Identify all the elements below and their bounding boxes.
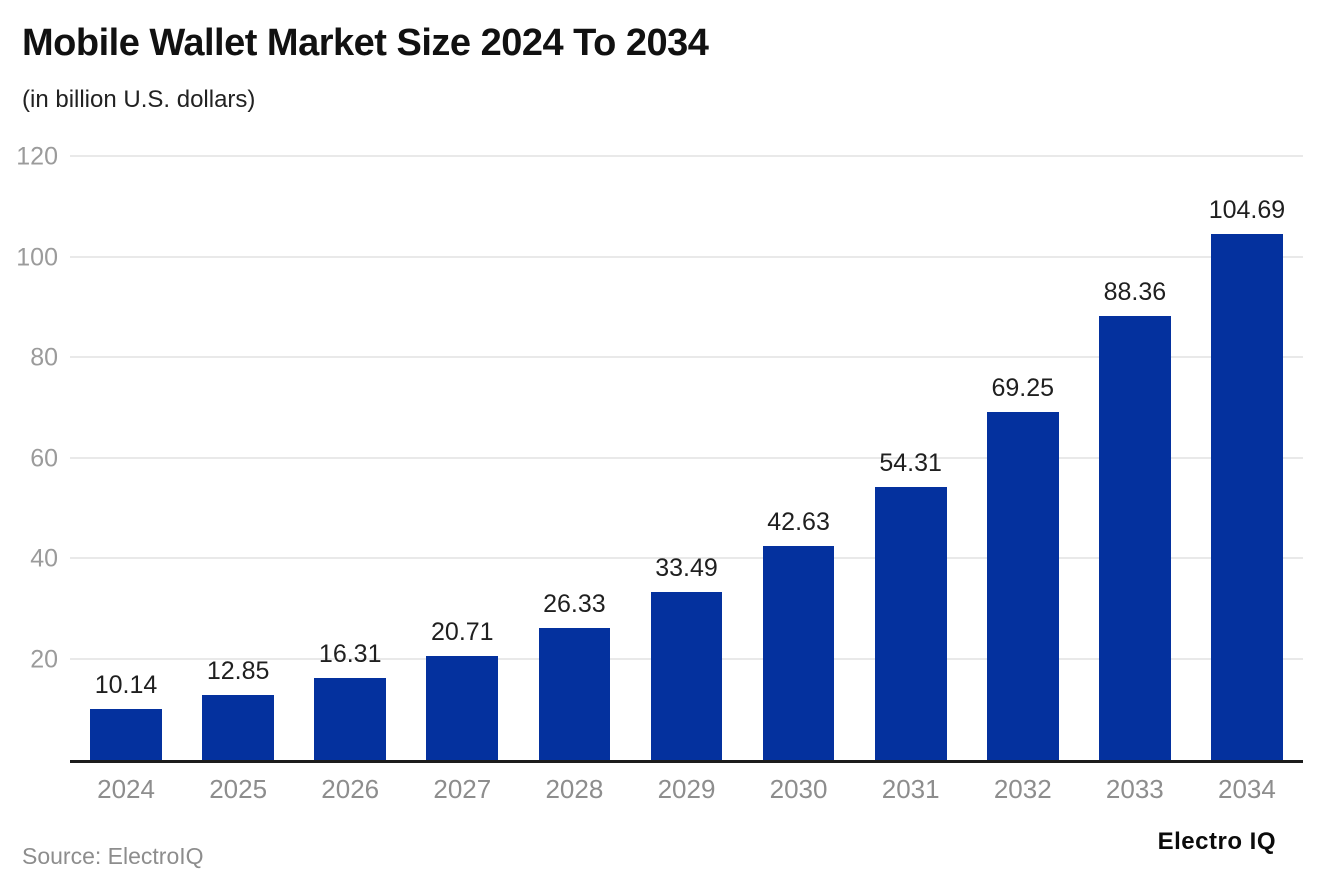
bar-slot: 12.85 2025 <box>182 157 294 804</box>
bar-value-label: 69.25 <box>991 374 1055 403</box>
bar-2028 <box>538 627 611 760</box>
bar-slot: 104.69 2034 <box>1191 157 1303 804</box>
bar-slot: 10.14 2024 <box>70 157 182 804</box>
bar-value-label: 88.36 <box>1103 278 1167 306</box>
y-axis-tick-label: 120 <box>16 142 58 171</box>
x-axis-label: 2028 <box>545 774 604 804</box>
x-axis-label: 2034 <box>1218 774 1276 804</box>
bar-slot: 42.63 2030 <box>743 157 855 804</box>
bar-slot: 69.25 2032 <box>967 157 1079 804</box>
bar-2033 <box>1098 316 1171 760</box>
x-axis-label: 2033 <box>1105 774 1164 804</box>
bar-value-label: 20.71 <box>431 617 494 646</box>
y-axis-tick-label: 20 <box>30 645 58 673</box>
x-axis-label: 2024 <box>97 774 155 804</box>
bar-value-label: 33.49 <box>655 553 718 582</box>
bar-2034 <box>1211 233 1283 760</box>
gridline <box>70 356 1303 358</box>
bar-slot: 20.71 2027 <box>406 157 518 804</box>
gridline <box>70 255 1303 258</box>
x-axis-label: 2026 <box>321 774 380 804</box>
x-axis-label: 2029 <box>657 774 716 804</box>
bar-value-label: 54.31 <box>879 449 942 478</box>
y-axis-tick-label: 40 <box>30 544 58 573</box>
bar-slot: 54.31 2031 <box>855 157 967 804</box>
bar-slot: 26.33 2028 <box>518 157 630 804</box>
bar-value-label: 10.14 <box>94 671 158 700</box>
gridline <box>70 557 1303 559</box>
bar-2024 <box>90 709 162 760</box>
x-axis-label: 2030 <box>769 774 828 804</box>
bar-2027 <box>426 655 499 760</box>
y-axis-tick-label: 60 <box>30 444 58 472</box>
gridline <box>70 155 1303 157</box>
bar-value-label: 12.85 <box>206 657 270 686</box>
plot-area: 20 40 60 80 100 120 10.14 2024 12.85 2025 16.31 202… <box>16 143 1303 804</box>
bar-value-label: 26.33 <box>543 589 606 618</box>
bar-2031 <box>874 487 947 760</box>
bar-slot: 88.36 2033 <box>1079 157 1191 804</box>
bar-2026 <box>314 678 387 760</box>
gridline <box>70 456 1303 459</box>
x-axis-label: 2027 <box>433 774 492 804</box>
y-axis-tick-label: 100 <box>16 243 58 271</box>
bar-value-label: 104.69 <box>1208 195 1286 224</box>
source-text: Source: ElectroIQ <box>22 843 204 869</box>
x-axis-label: 2032 <box>993 774 1052 804</box>
x-axis-label: 2031 <box>881 774 940 804</box>
bar-2032 <box>986 412 1059 760</box>
brand-logo: Electro IQ <box>1157 828 1276 855</box>
y-axis-tick-label: 80 <box>30 343 58 372</box>
bar-slot: 16.31 2026 <box>294 157 406 804</box>
bar-value-label: 42.63 <box>767 507 830 536</box>
bar-2030 <box>762 545 835 760</box>
chart-title: Mobile Wallet Market Size 2024 To 2034 <box>22 22 709 64</box>
x-axis-label: 2025 <box>209 774 268 804</box>
bar-slot: 33.49 2029 <box>630 157 742 804</box>
bar-2025 <box>202 695 274 760</box>
bar-value-label: 16.31 <box>318 640 382 669</box>
chart-subtitle: (in billion U.S. dollars) <box>22 86 256 113</box>
bar-2029 <box>650 591 723 760</box>
